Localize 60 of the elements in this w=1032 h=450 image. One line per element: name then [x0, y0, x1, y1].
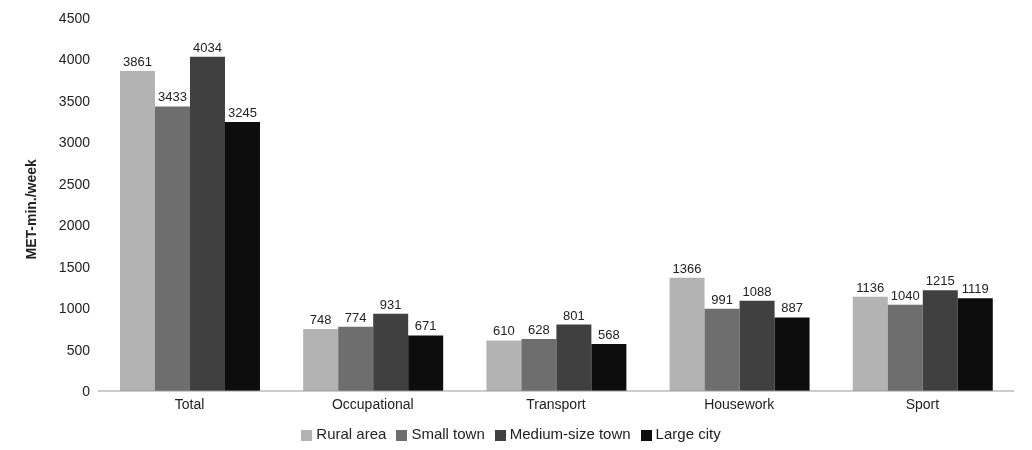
- y-tick-label: 2000: [58, 217, 91, 234]
- data-label: 568: [598, 326, 620, 342]
- bar: [486, 340, 522, 391]
- data-label: 671: [414, 318, 437, 334]
- legend-label: Rural area: [316, 425, 387, 442]
- y-tick-label: 0: [82, 382, 91, 399]
- bar: [591, 343, 627, 391]
- data-label: 3861: [123, 53, 152, 69]
- bar: [521, 338, 557, 391]
- x-tick-label: Sport: [905, 395, 940, 412]
- data-label: 1040: [890, 287, 920, 303]
- data-label: 3433: [158, 89, 187, 105]
- data-label: 628: [528, 321, 550, 337]
- bar: [224, 122, 260, 391]
- bar: [189, 56, 225, 391]
- legend-label: Small town: [411, 425, 485, 442]
- bar: [373, 313, 409, 391]
- x-tick-label: Housework: [704, 395, 776, 412]
- bar: [119, 70, 155, 391]
- x-tick-label: Occupational: [331, 395, 414, 412]
- y-tick-label: 3000: [58, 134, 91, 151]
- bar: [704, 308, 740, 391]
- data-label: 931: [379, 296, 402, 312]
- bar: [957, 298, 993, 391]
- x-tick-label: Transport: [526, 395, 586, 412]
- data-label: 748: [309, 312, 332, 327]
- bar: [887, 304, 923, 391]
- data-label: 1119: [961, 281, 989, 297]
- data-label: 610: [493, 323, 515, 339]
- data-label: 1136: [856, 279, 885, 295]
- y-tick-label: 1500: [58, 258, 91, 275]
- x-tick-label: Total: [174, 395, 205, 412]
- bar: [852, 296, 888, 391]
- bar: [739, 300, 775, 391]
- bar: [774, 317, 810, 391]
- bar: [408, 335, 444, 391]
- bar: [338, 326, 374, 391]
- y-tick-label: 500: [66, 341, 91, 358]
- bar: [922, 290, 958, 391]
- bar: [154, 106, 190, 391]
- y-axis-title: MET-min./week: [22, 158, 39, 260]
- bar: [303, 329, 339, 391]
- y-tick-label: 1000: [58, 300, 91, 317]
- data-label: 1215: [925, 273, 955, 289]
- y-tick-label: 3500: [58, 92, 91, 109]
- bar: [669, 277, 705, 391]
- legend-label: Medium-size town: [509, 425, 631, 442]
- data-label: 991: [711, 291, 733, 307]
- y-tick-label: 4500: [58, 9, 91, 26]
- y-tick-label: 2500: [58, 175, 91, 192]
- data-label: 1366: [672, 260, 702, 276]
- data-label: 801: [563, 307, 585, 323]
- data-label: 887: [781, 300, 803, 316]
- legend-label: Large city: [655, 425, 721, 442]
- y-tick-label: 4000: [58, 51, 91, 68]
- bar: [556, 324, 592, 391]
- data-label: 1088: [742, 283, 772, 299]
- data-label: 774: [344, 309, 367, 325]
- data-label: 3245: [228, 105, 257, 121]
- data-label: 4034: [193, 39, 222, 55]
